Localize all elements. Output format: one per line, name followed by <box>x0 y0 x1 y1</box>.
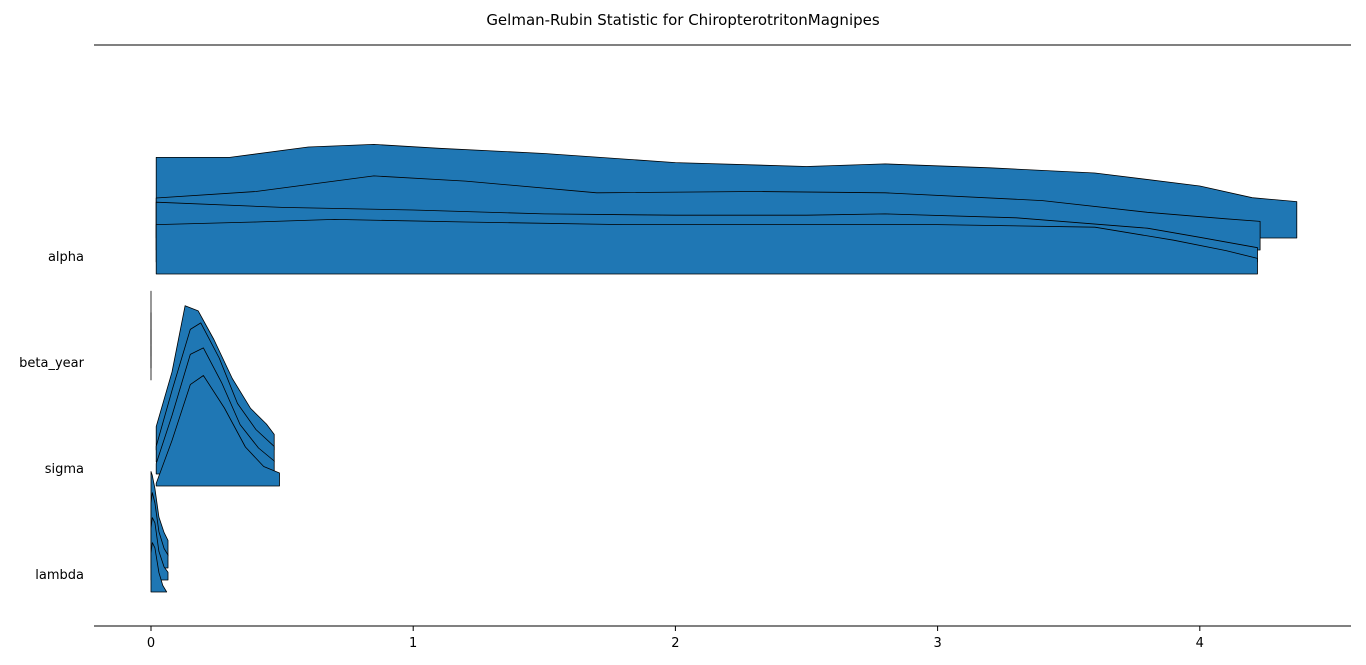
x-tick-label-2: 2 <box>671 636 679 651</box>
ridge-sigma-chain-4 <box>155 375 280 487</box>
x-ticks-group: 0 1 2 3 4 <box>147 626 1204 651</box>
x-tick-label-4: 4 <box>1196 636 1204 651</box>
ridge-lambda-chain-4 <box>150 542 168 593</box>
y-label-beta_year: beta_year <box>19 356 84 371</box>
x-tick-label-3: 3 <box>933 636 941 651</box>
x-tick-label-1: 1 <box>409 636 417 651</box>
chart-title: Gelman-Rubin Statistic for Chiropterotri… <box>486 11 880 29</box>
y-label-lambda: lambda <box>35 568 84 583</box>
y-label-sigma: sigma <box>45 462 84 477</box>
ridge-alpha-chain-4 <box>155 219 1258 275</box>
x-tick-label-0: 0 <box>147 636 155 651</box>
ridges-group <box>150 144 1298 593</box>
y-label-alpha: alpha <box>48 250 84 265</box>
